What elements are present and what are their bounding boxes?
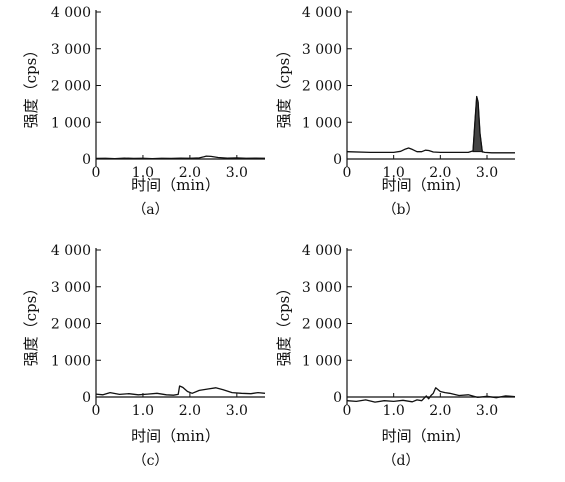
series-trace xyxy=(346,95,515,154)
x-tick-label: 1.0 xyxy=(132,165,154,181)
y-axis-title: 强度（cps） xyxy=(275,281,293,367)
x-tick-label: 0 xyxy=(343,165,352,181)
y-tick-label: 4 000 xyxy=(51,5,91,21)
x-tick-label: 3.0 xyxy=(476,403,498,419)
x-tick-label: 3.0 xyxy=(476,165,498,181)
y-tick-label: 0 xyxy=(82,152,91,168)
y-tick-label: 3 000 xyxy=(51,42,91,58)
x-tick-label: 1.0 xyxy=(383,403,405,419)
y-axis-title: 强度（cps） xyxy=(275,43,293,129)
y-axis-title: 强度（cps） xyxy=(22,281,40,367)
x-tick-label: 1.0 xyxy=(383,165,405,181)
y-tick-label: 4 000 xyxy=(302,243,342,259)
y-tick-label: 2 000 xyxy=(51,317,91,333)
panel-a: 0 1 000 2 000 3 000 4 000 0 1.0 2.0 3.0 强度（cps） 时间… xyxy=(22,5,266,218)
panel-label: （a） xyxy=(132,202,168,218)
y-axis-title: 强度（cps） xyxy=(22,43,40,129)
y-tick-label: 1 000 xyxy=(51,115,91,131)
panel-d: 0 1 000 2 000 3 000 4 000 0 1.0 2.0 3.0 强度（cps） 时间… xyxy=(275,243,516,469)
x-tick-label: 2.0 xyxy=(429,403,451,419)
x-tick-label: 1.0 xyxy=(132,403,154,419)
x-tick-label: 2.0 xyxy=(429,165,451,181)
y-tick-label: 3 000 xyxy=(51,280,91,296)
y-tick-label: 4 000 xyxy=(51,243,91,259)
y-tick-label: 2 000 xyxy=(51,79,91,95)
series-trace xyxy=(95,155,266,160)
panel-b: 0 1 000 2 000 3 000 4 000 0 1.0 2.0 3.0 强度（cps） 时间… xyxy=(275,5,515,218)
x-tick-label: 2.0 xyxy=(179,403,201,419)
x-axis-title: 时间（min） xyxy=(382,427,471,445)
panel-c: 0 1 000 2 000 3 000 4 000 0 1.0 2.0 3.0 强度（cps） 时间… xyxy=(22,243,266,469)
panel-label: （c） xyxy=(133,453,169,469)
y-tick-label: 0 xyxy=(333,152,342,168)
x-tick-label: 3.0 xyxy=(226,165,248,181)
y-tick-label: 2 000 xyxy=(302,317,342,333)
x-tick-label: 0 xyxy=(92,403,101,419)
series-trace xyxy=(346,387,516,403)
panel-label: （d） xyxy=(383,453,420,469)
y-tick-label: 3 000 xyxy=(302,280,342,296)
y-tick-label: 0 xyxy=(333,390,342,406)
x-axis-title: 时间（min） xyxy=(131,176,220,194)
y-tick-label: 4 000 xyxy=(302,5,342,21)
series-trace xyxy=(95,385,266,396)
x-tick-label: 0 xyxy=(343,403,352,419)
x-tick-label: 3.0 xyxy=(226,403,248,419)
y-tick-label: 2 000 xyxy=(302,79,342,95)
x-axis-title: 时间（min） xyxy=(382,176,471,194)
y-tick-label: 1 000 xyxy=(51,353,91,369)
x-tick-label: 2.0 xyxy=(179,165,201,181)
y-tick-label: 3 000 xyxy=(302,42,342,58)
x-axis-title: 时间（min） xyxy=(131,427,220,445)
y-tick-label: 1 000 xyxy=(302,115,342,131)
panel-label: （b） xyxy=(383,202,420,218)
y-tick-label: 1 000 xyxy=(302,353,342,369)
y-tick-label: 0 xyxy=(82,390,91,406)
x-tick-label: 0 xyxy=(92,165,101,181)
